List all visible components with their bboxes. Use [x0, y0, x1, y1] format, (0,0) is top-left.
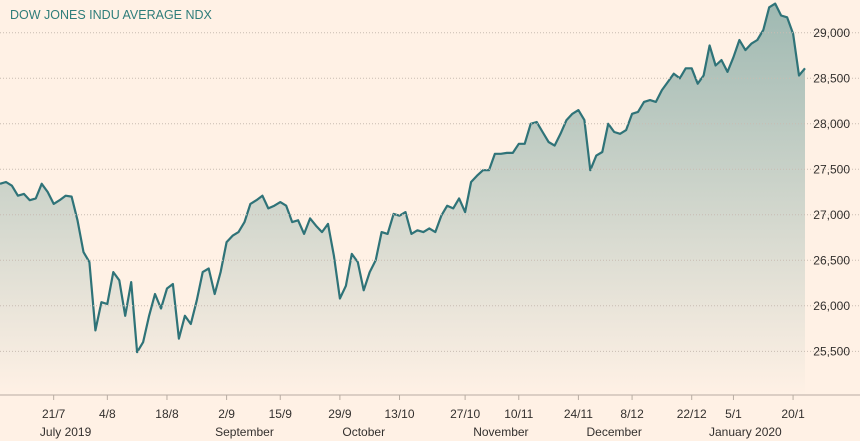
- x-tick-label: 18/8: [155, 407, 179, 421]
- month-label: July 2019: [40, 425, 92, 439]
- x-tick-label: 20/1: [781, 407, 805, 421]
- x-tick-label: 15/9: [269, 407, 293, 421]
- y-tick-label: 28,000: [813, 117, 850, 131]
- line: [0, 2, 806, 354]
- x-tick-label: 21/7: [42, 407, 66, 421]
- x-tick-label: 10/11: [504, 407, 533, 421]
- month-label: January 2020: [709, 425, 782, 439]
- area-fill: [0, 3, 805, 395]
- month-label: December: [587, 425, 642, 439]
- y-tick-label: 27,000: [813, 208, 850, 222]
- y-tick-label: 27,500: [813, 162, 850, 176]
- month-label: October: [342, 425, 385, 439]
- month-label: September: [215, 425, 274, 439]
- x-tick-label: 4/8: [99, 407, 116, 421]
- x-tick-label: 8/12: [620, 407, 644, 421]
- y-tick-label: 29,000: [813, 26, 850, 40]
- y-tick-label: 28,500: [813, 71, 850, 85]
- x-tick-label: 13/10: [385, 407, 415, 421]
- x-tick-label: 29/9: [328, 407, 352, 421]
- y-tick-label: 26,000: [813, 299, 850, 313]
- month-label: November: [473, 425, 528, 439]
- x-tick-label: 22/12: [677, 407, 707, 421]
- x-tick-label: 2/9: [218, 407, 235, 421]
- x-tick-label: 27/10: [450, 407, 480, 421]
- chart-title: DOW JONES INDU AVERAGE NDX: [10, 8, 213, 22]
- x-tick-label: 5/1: [725, 407, 742, 421]
- y-tick-label: 25,500: [813, 344, 850, 358]
- x-tick-label: 24/11: [564, 407, 593, 421]
- y-tick-label: 26,500: [813, 253, 850, 267]
